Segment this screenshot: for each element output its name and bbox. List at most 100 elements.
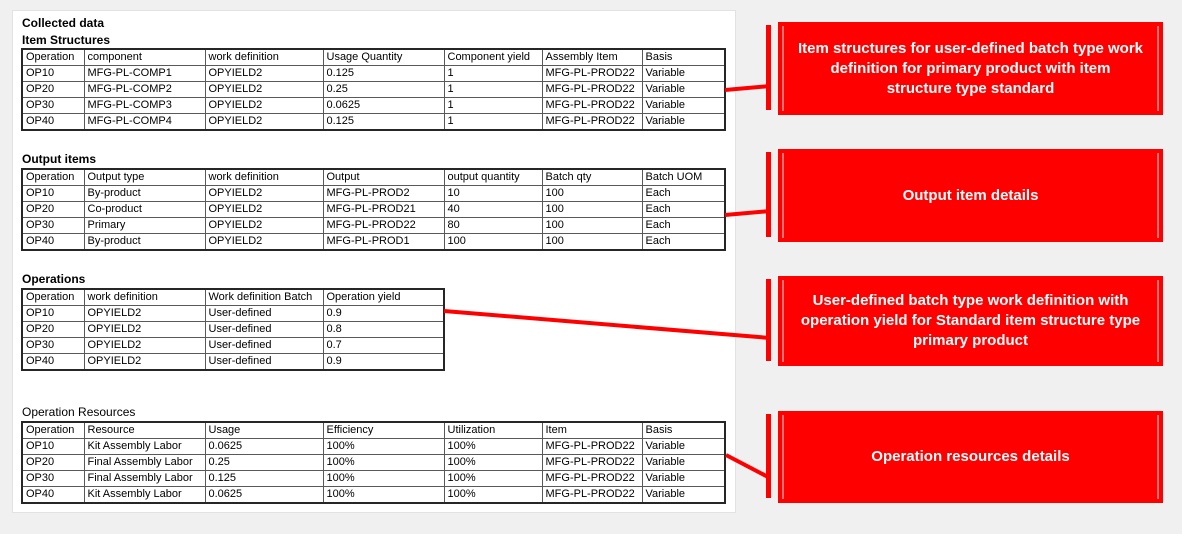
table-row: OP30 MFG-PL-COMP3 OPYIELD2 0.0625 1 MFG-PL-PR… bbox=[21, 97, 726, 114]
header-row: Operation Resource Usage Efficiency Utilizat… bbox=[21, 421, 726, 439]
callout-operations: User-defined batch type work definition … bbox=[766, 276, 1163, 366]
data-cell: MFG-PL-PROD22 bbox=[541, 486, 643, 504]
data-cell: OP40 bbox=[21, 353, 85, 371]
column-header-cell: Usage Quantity bbox=[322, 48, 445, 66]
data-cell: Final Assembly Labor bbox=[83, 470, 206, 487]
table-label-operations: Operations bbox=[22, 272, 86, 286]
data-cell: MFG-PL-PROD22 bbox=[541, 470, 643, 487]
data-cell: OP20 bbox=[21, 201, 85, 218]
column-header-cell: work definition bbox=[204, 48, 324, 66]
data-cell: Variable bbox=[641, 65, 726, 82]
data-cell: OP10 bbox=[21, 305, 85, 322]
column-header-cell: Operation bbox=[21, 48, 85, 66]
data-cell: MFG-PL-COMP4 bbox=[83, 113, 206, 131]
data-cell: OPYIELD2 bbox=[204, 81, 324, 98]
table-label-item-structures: Item Structures bbox=[22, 33, 111, 47]
data-cell: Kit Assembly Labor bbox=[83, 486, 206, 504]
data-cell: Variable bbox=[641, 438, 726, 455]
data-cell: OP10 bbox=[21, 65, 85, 82]
data-cell: 100% bbox=[443, 454, 543, 471]
table-row: OP20 OPYIELD2 User-defined 0.8 bbox=[21, 321, 445, 338]
table-row: OP40 MFG-PL-COMP4 OPYIELD2 0.125 1 MFG-PL-PRO… bbox=[21, 113, 726, 131]
data-cell: MFG-PL-PROD21 bbox=[322, 201, 445, 218]
data-cell: Each bbox=[641, 201, 726, 218]
callout-text: User-defined batch type work definition … bbox=[800, 292, 1141, 349]
data-cell: 0.9 bbox=[322, 353, 445, 371]
data-cell: 100% bbox=[443, 486, 543, 504]
data-cell: 100% bbox=[443, 438, 543, 455]
data-cell: 1 bbox=[443, 97, 543, 114]
column-header-cell: Operation bbox=[21, 168, 85, 186]
data-cell: OP40 bbox=[21, 113, 85, 131]
column-header-cell: Operation yield bbox=[322, 288, 445, 306]
data-cell: OPYIELD2 bbox=[83, 337, 206, 354]
data-cell: OPYIELD2 bbox=[204, 233, 324, 251]
column-header-cell: Usage bbox=[204, 421, 324, 439]
data-cell: 0.25 bbox=[204, 454, 324, 471]
data-cell: OPYIELD2 bbox=[204, 113, 324, 131]
data-cell: MFG-PL-PROD22 bbox=[322, 217, 445, 234]
data-cell: MFG-PL-PROD2 bbox=[322, 185, 445, 202]
data-cell: 0.125 bbox=[322, 65, 445, 82]
data-cell: 0.8 bbox=[322, 321, 445, 338]
column-header-cell: Basis bbox=[641, 48, 726, 66]
data-cell: OP10 bbox=[21, 185, 85, 202]
table-row: OP20 Co-product OPYIELD2 MFG-PL-PROD21 40 100… bbox=[21, 201, 726, 218]
data-cell: MFG-PL-PROD22 bbox=[541, 438, 643, 455]
data-cell: User-defined bbox=[204, 353, 324, 371]
callout-bracket-bar bbox=[766, 279, 771, 361]
data-cell: 0.9 bbox=[322, 305, 445, 322]
data-cell: OPYIELD2 bbox=[204, 201, 324, 218]
data-cell: MFG-PL-COMP3 bbox=[83, 97, 206, 114]
data-cell: 0.0625 bbox=[204, 438, 324, 455]
data-cell: MFG-PL-PROD22 bbox=[541, 113, 643, 131]
data-cell: MFG-PL-PROD22 bbox=[541, 454, 643, 471]
worksheet-panel: Collected data Item Structures Operation… bbox=[12, 10, 736, 513]
data-cell: OPYIELD2 bbox=[83, 305, 206, 322]
header-row: Operation component work definition Usage Q… bbox=[21, 48, 726, 66]
table-row: OP20 MFG-PL-COMP2 OPYIELD2 0.25 1 MFG-PL-PROD… bbox=[21, 81, 726, 98]
data-cell: 100% bbox=[322, 470, 445, 487]
data-cell: OP30 bbox=[21, 217, 85, 234]
column-header-cell: Component yield bbox=[443, 48, 543, 66]
data-cell: 1 bbox=[443, 65, 543, 82]
data-cell: 0.0625 bbox=[322, 97, 445, 114]
data-cell: 100 bbox=[541, 217, 643, 234]
header-row: Operation work definition Work definition … bbox=[21, 288, 445, 306]
callout-box: User-defined batch type work definition … bbox=[778, 276, 1163, 366]
column-header-cell: Item bbox=[541, 421, 643, 439]
data-cell: User-defined bbox=[204, 337, 324, 354]
data-cell: 1 bbox=[443, 113, 543, 131]
data-cell: MFG-PL-PROD22 bbox=[541, 81, 643, 98]
column-header-cell: Operation bbox=[21, 288, 85, 306]
table-row: OP20 Final Assembly Labor 0.25 100% 100% MFG-… bbox=[21, 454, 726, 471]
data-cell: OP20 bbox=[21, 321, 85, 338]
column-header-cell: component bbox=[83, 48, 206, 66]
data-cell: MFG-PL-PROD1 bbox=[322, 233, 445, 251]
data-cell: Each bbox=[641, 217, 726, 234]
data-cell: By-product bbox=[83, 233, 206, 251]
column-header-cell: work definition bbox=[83, 288, 206, 306]
data-cell: Each bbox=[641, 233, 726, 251]
data-cell: 0.125 bbox=[204, 470, 324, 487]
data-cell: 100 bbox=[541, 233, 643, 251]
callout-output-items: Output item details bbox=[766, 149, 1163, 242]
table-row: OP10 OPYIELD2 User-defined 0.9 bbox=[21, 305, 445, 322]
table-label-operation-resources: Operation Resources bbox=[22, 405, 136, 419]
table-row: OP40 OPYIELD2 User-defined 0.9 bbox=[21, 353, 445, 371]
column-header-cell: output quantity bbox=[443, 168, 543, 186]
data-cell: User-defined bbox=[204, 305, 324, 322]
data-cell: 1 bbox=[443, 81, 543, 98]
data-cell: OP20 bbox=[21, 454, 85, 471]
callout-text: Output item details bbox=[902, 186, 1039, 204]
callout-item-structures: Item structures for user-defined batch t… bbox=[766, 22, 1163, 115]
column-header-cell: Output bbox=[322, 168, 445, 186]
table-row: OP40 By-product OPYIELD2 MFG-PL-PROD1 100 100… bbox=[21, 233, 726, 251]
data-cell: OPYIELD2 bbox=[204, 97, 324, 114]
callout-box: Item structures for user-defined batch t… bbox=[778, 22, 1163, 115]
callout-text: Operation resources details bbox=[871, 448, 1070, 465]
data-cell: Primary bbox=[83, 217, 206, 234]
data-cell: 80 bbox=[443, 217, 543, 234]
table-row: OP30 OPYIELD2 User-defined 0.7 bbox=[21, 337, 445, 354]
